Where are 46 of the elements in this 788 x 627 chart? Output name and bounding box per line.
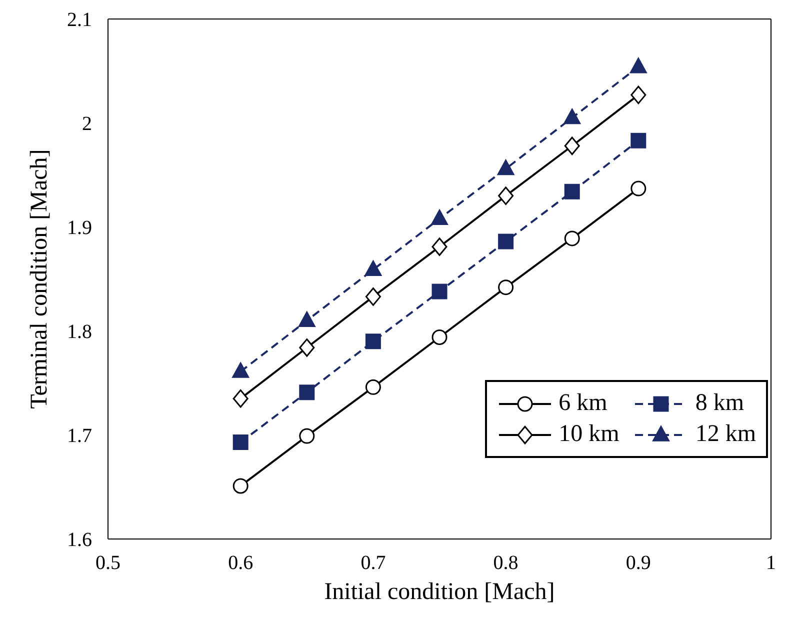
point bbox=[364, 260, 382, 276]
legend-label: 6 km bbox=[558, 390, 608, 417]
legend-label: 8 km bbox=[695, 390, 744, 417]
point bbox=[298, 311, 316, 327]
point bbox=[299, 384, 315, 400]
point bbox=[498, 186, 514, 205]
point bbox=[232, 362, 250, 378]
point bbox=[432, 330, 448, 345]
point bbox=[630, 58, 647, 74]
point bbox=[431, 210, 448, 226]
point bbox=[564, 184, 580, 200]
point bbox=[564, 108, 581, 124]
point bbox=[365, 334, 381, 350]
y-tick-label: 1.9 bbox=[67, 217, 92, 240]
point bbox=[299, 428, 315, 444]
point bbox=[365, 379, 381, 395]
point bbox=[630, 132, 646, 148]
x-tick-label: 0.5 bbox=[96, 552, 120, 574]
point bbox=[564, 136, 580, 156]
point bbox=[432, 238, 448, 256]
point bbox=[232, 478, 248, 494]
x-tick-label: 0.9 bbox=[626, 552, 651, 574]
y-axis-title: Terminal condition [Mach] bbox=[26, 149, 53, 409]
legend-label: 10 km bbox=[558, 421, 620, 448]
point bbox=[365, 288, 381, 306]
point bbox=[232, 389, 248, 408]
point bbox=[498, 280, 514, 296]
point bbox=[498, 234, 514, 250]
x-tick-label: 0.7 bbox=[360, 552, 386, 574]
y-tick-label: 2 bbox=[82, 113, 92, 136]
x-tick-label: 0.6 bbox=[228, 552, 254, 574]
point bbox=[232, 434, 248, 450]
point bbox=[630, 86, 646, 104]
point bbox=[299, 338, 315, 357]
x-axis-title: Initial condition [Mach] bbox=[324, 579, 555, 605]
point bbox=[630, 180, 646, 196]
legend-label: 12 km bbox=[695, 421, 756, 448]
y-tick-label: 1.6 bbox=[67, 529, 92, 552]
x-tick-label: 1 bbox=[766, 552, 776, 574]
x-tick-label: 0.8 bbox=[493, 552, 518, 574]
point bbox=[497, 160, 514, 176]
point bbox=[564, 230, 580, 246]
y-tick-label: 1.7 bbox=[67, 425, 92, 448]
point bbox=[432, 284, 448, 300]
y-tick-label: 2.1 bbox=[67, 9, 92, 32]
y-tick-label: 1.8 bbox=[67, 321, 92, 344]
